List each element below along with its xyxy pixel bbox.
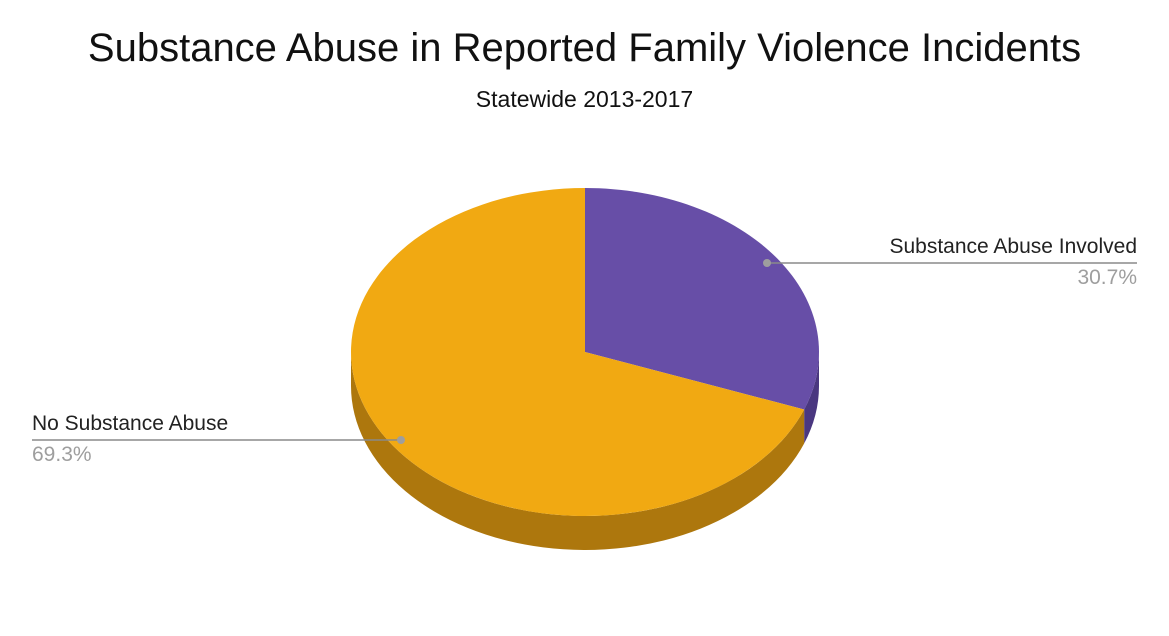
pie-slice-side-1 [351, 352, 805, 550]
pie-slice-1 [351, 188, 805, 516]
pie-side-group [351, 352, 819, 550]
pie-slice-side-0 [804, 352, 819, 444]
pie-top-group [351, 188, 819, 516]
chart-title: Substance Abuse in Reported Family Viole… [87, 26, 1082, 70]
slice-label-no-substance-abuse: No Substance Abuse [32, 412, 229, 435]
slice-pct-substance-abuse-involved: 30.7% [1077, 266, 1137, 289]
leader-dot-0 [763, 259, 771, 267]
slice-pct-no-substance-abuse: 69.3% [32, 443, 92, 466]
pie-slice-0 [585, 188, 819, 410]
slice-label-substance-abuse-involved: Substance Abuse Involved [889, 235, 1137, 258]
chart-subtitle: Statewide 2013-2017 [475, 86, 694, 112]
leader-dot-1 [397, 436, 405, 444]
